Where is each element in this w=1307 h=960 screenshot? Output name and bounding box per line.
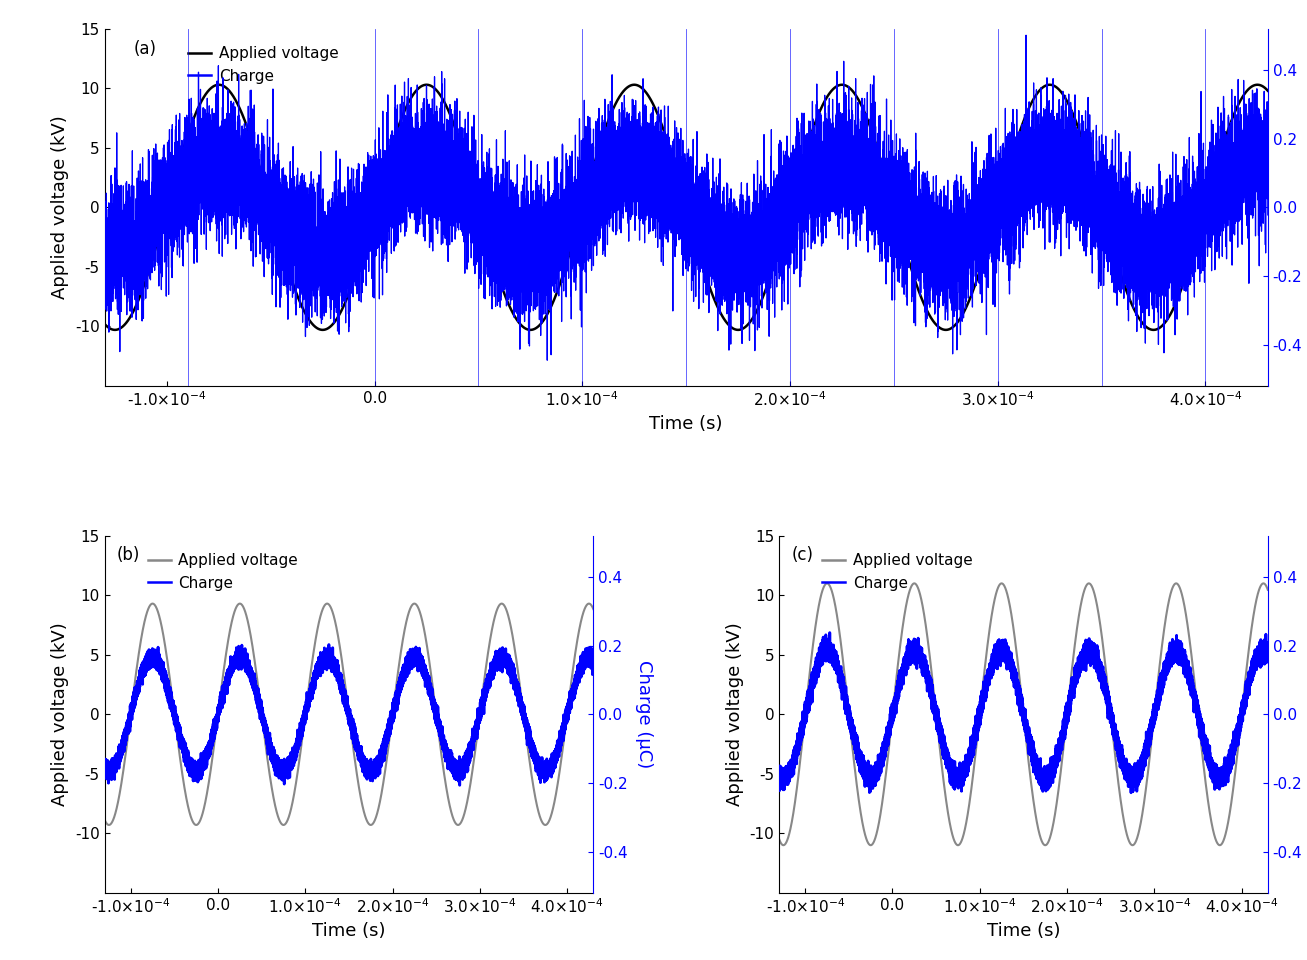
X-axis label: Time (s): Time (s) [312,922,386,940]
Y-axis label: Applied voltage (kV): Applied voltage (kV) [51,622,69,806]
Text: (a): (a) [133,39,157,58]
X-axis label: Time (s): Time (s) [987,922,1060,940]
Legend: Applied voltage, Charge: Applied voltage, Charge [816,547,979,597]
Legend: Applied voltage, Charge: Applied voltage, Charge [182,40,345,90]
Text: (c): (c) [791,546,813,564]
Text: (b): (b) [116,546,140,564]
Legend: Applied voltage, Charge: Applied voltage, Charge [141,547,305,597]
Y-axis label: Applied voltage (kV): Applied voltage (kV) [725,622,744,806]
Y-axis label: Applied voltage (kV): Applied voltage (kV) [51,115,69,300]
Y-axis label: Charge (μC): Charge (μC) [635,660,652,768]
X-axis label: Time (s): Time (s) [650,415,723,433]
